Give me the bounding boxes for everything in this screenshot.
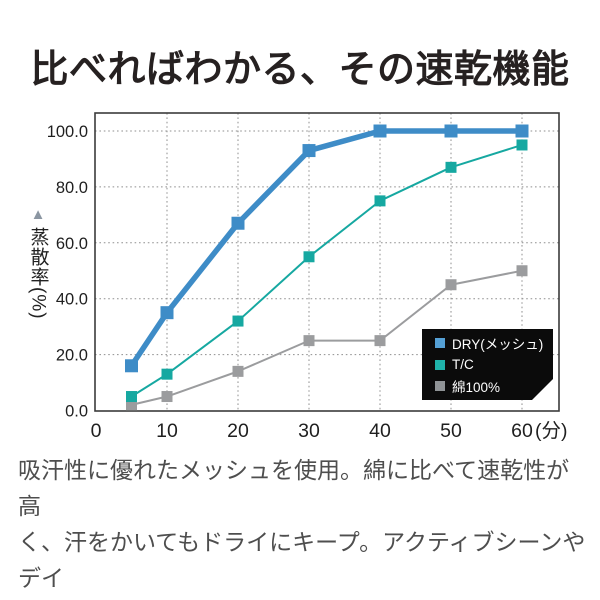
triangle-up-icon: ▲ — [30, 206, 46, 223]
description-line-2: く、汗をかいてもドライにキープ。アクティブシーンやデイ — [18, 529, 586, 591]
y-tick-label: 60.0 — [56, 235, 88, 253]
data-point-marker — [232, 365, 244, 377]
description-line-1: 吸汗性に優れたメッシュを使用。綿に比べて速乾性が高 — [18, 457, 570, 519]
data-point-marker — [125, 359, 138, 373]
data-point-marker — [303, 335, 315, 347]
x-axis-unit: (分) — [535, 420, 568, 442]
description-line-3: リーシーンでも快適な着心地が得られます。 — [18, 596, 588, 600]
y-tick-label: 80.0 — [56, 179, 88, 197]
x-tick-label: 40 — [369, 420, 391, 442]
legend-swatch-dry — [435, 338, 445, 348]
data-point-marker — [515, 124, 529, 138]
data-point-marker — [303, 251, 315, 263]
chart-legend: DRY(メッシュ) T/C 綿100% — [422, 329, 553, 400]
x-tick-label: 30 — [298, 420, 320, 442]
line-chart: 0.0 20.0 40.0 60.0 80.0 100.0 0 10 20 30 40 50 60 (分) — [47, 112, 568, 442]
legend-label-dry: DRY(メッシュ) — [452, 337, 544, 352]
data-point-marker — [231, 216, 245, 230]
data-point-marker — [374, 195, 386, 207]
legend-label-cotton: 綿100% — [452, 380, 501, 395]
data-point-marker — [445, 279, 457, 291]
data-point-marker — [161, 391, 173, 403]
data-point-marker — [126, 391, 137, 403]
description-text: 吸汗性に優れたメッシュを使用。綿に比べて速乾性が高 く、汗をかいてもドライにキー… — [18, 452, 588, 600]
legend-item-cotton: 綿100% — [435, 376, 553, 396]
x-tick-label: 50 — [440, 420, 462, 442]
data-point-marker — [516, 265, 528, 277]
y-tick-label: 100.0 — [47, 123, 88, 141]
y-tick-label: 40.0 — [56, 291, 88, 309]
legend-item-tc: T/C — [435, 357, 553, 372]
plot-border — [94, 112, 560, 412]
data-point-marker — [374, 335, 386, 347]
data-point-marker — [302, 144, 316, 158]
y-axis-title: ▲ 蒸散率(%) — [24, 206, 52, 325]
data-point-marker — [232, 315, 244, 327]
x-tick-label: 60 — [511, 420, 533, 442]
data-point-marker — [161, 368, 173, 380]
page-title: 比べればわかる、その速乾機能 — [30, 49, 570, 91]
x-tick-label: 0 — [91, 420, 102, 442]
legend-label-tc: T/C — [452, 357, 474, 372]
data-point-marker — [126, 399, 137, 411]
x-tick-label: 10 — [156, 420, 178, 442]
data-point-marker — [445, 161, 457, 173]
data-point-marker — [373, 124, 387, 138]
y-axis-title-text: 蒸散率(%) — [27, 227, 49, 320]
y-tick-label: 0.0 — [65, 403, 88, 421]
x-tick-label: 20 — [227, 420, 249, 442]
legend-item-dry: DRY(メッシュ) — [435, 333, 553, 353]
legend-swatch-tc — [435, 360, 445, 370]
data-point-marker — [516, 139, 528, 151]
legend-swatch-cotton — [435, 381, 445, 391]
y-tick-label: 20.0 — [56, 347, 88, 365]
data-point-marker — [444, 124, 458, 138]
data-point-marker — [160, 306, 174, 320]
